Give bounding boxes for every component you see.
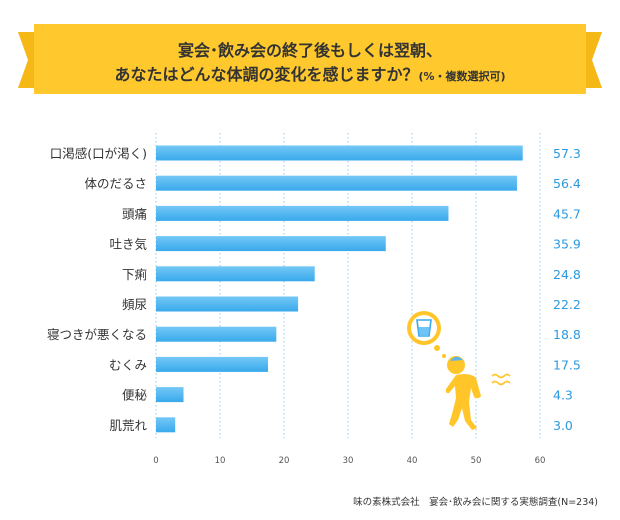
category-label: 体のだるさ <box>84 176 147 191</box>
value-label: 45.7 <box>553 206 581 221</box>
value-label: 4.3 <box>553 388 573 403</box>
value-label: 35.9 <box>553 237 581 252</box>
x-tick-label: 20 <box>279 456 290 466</box>
bar <box>156 236 386 252</box>
bar <box>156 296 299 312</box>
bar <box>156 356 268 372</box>
x-axis-ticks: 0 10 20 30 40 50 60 <box>153 456 545 466</box>
water-glass-icon <box>407 311 446 358</box>
value-label: 57.3 <box>553 146 581 161</box>
category-label: 便秘 <box>122 388 148 403</box>
category-label: 頭痛 <box>122 206 147 221</box>
value-label: 17.5 <box>553 357 581 372</box>
value-label: 24.8 <box>553 267 581 282</box>
banner-main <box>34 24 586 94</box>
dizzy-lines-icon <box>491 373 511 386</box>
bar <box>156 387 184 403</box>
value-label: 22.2 <box>553 297 581 312</box>
title-banner: 宴会･飲み会の終了後もしくは翌朝、 あなたはどんな体調の変化を感じますか？(%・… <box>18 24 602 96</box>
chart-title-line-2: あなたはどんな体調の変化を感じますか？(%・複数選択可) <box>18 61 602 85</box>
category-label: 頻尿 <box>122 297 147 312</box>
x-tick-label: 10 <box>215 456 226 466</box>
category-label: 吐き気 <box>109 237 147 252</box>
value-label: 3.0 <box>553 418 573 433</box>
value-labels: 57.3 56.4 45.7 35.9 24.8 22.2 18.8 17.5 4.3 3.0 <box>553 146 581 433</box>
source-note: 味の素株式会社 宴会･飲み会に関する実態調査(N=234) <box>353 497 598 508</box>
value-label: 56.4 <box>553 176 581 191</box>
x-tick-label: 60 <box>535 456 546 466</box>
sick-person-icon <box>445 356 481 430</box>
value-label: 18.8 <box>553 327 581 342</box>
bars <box>156 145 523 433</box>
gridlines <box>155 133 541 438</box>
bar <box>156 266 315 282</box>
bar <box>156 145 523 161</box>
x-tick-label: 30 <box>343 456 354 466</box>
bar <box>156 175 517 191</box>
category-label: むくみ <box>109 357 147 372</box>
category-label: 寝つきが悪くなる <box>47 327 147 342</box>
bar <box>156 326 277 342</box>
category-label: 口渇感(口が渇く) <box>50 146 147 161</box>
chart-title-note: (%・複数選択可) <box>418 70 506 83</box>
chart-title-question: あなたはどんな体調の変化を感じますか？ <box>114 65 419 84</box>
category-label: 下痢 <box>122 267 147 282</box>
category-label: 肌荒れ <box>109 418 147 433</box>
bar <box>156 205 449 221</box>
banner-shape <box>18 24 602 94</box>
x-tick-label: 50 <box>471 456 482 466</box>
x-tick-label: 40 <box>407 456 418 466</box>
illustration <box>407 311 511 430</box>
x-tick-label: 0 <box>153 456 158 466</box>
chart-title-line-1: 宴会･飲み会の終了後もしくは翌朝、 <box>177 41 442 60</box>
bar <box>156 417 176 433</box>
